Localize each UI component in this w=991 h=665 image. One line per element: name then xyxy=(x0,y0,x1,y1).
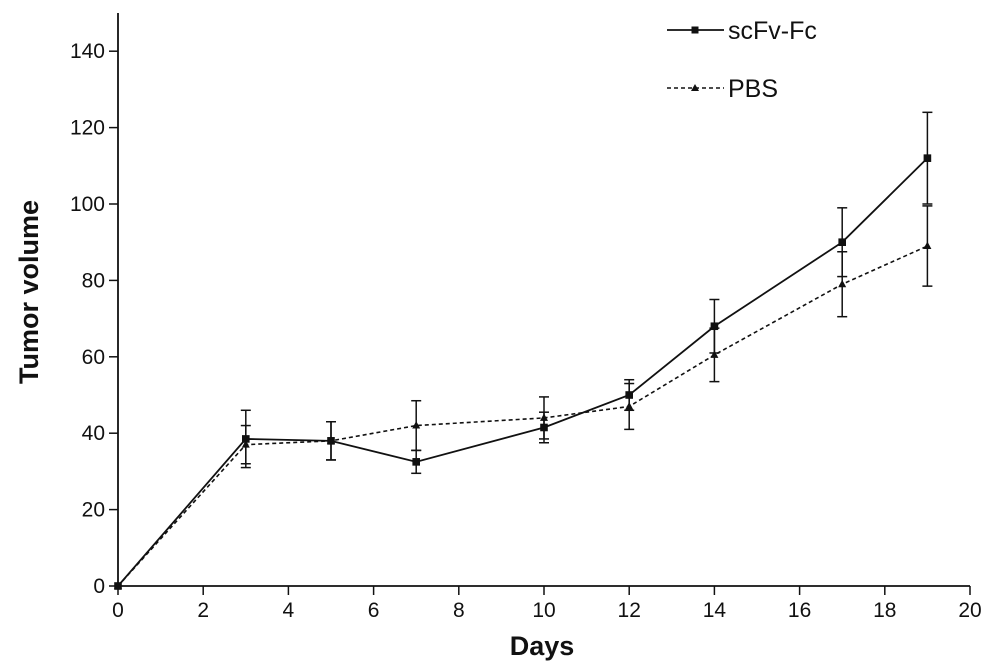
x-tick-label: 6 xyxy=(368,599,380,622)
x-tick-label: 12 xyxy=(618,599,641,622)
x-tick-label: 10 xyxy=(532,599,555,622)
data-point-scfv-fc xyxy=(923,154,932,162)
data-point-scfv-fc xyxy=(710,322,719,331)
x-axis-title: Days xyxy=(510,631,575,661)
x-tick-label: 18 xyxy=(873,599,896,622)
data-point-pbs xyxy=(114,581,122,589)
series-pbs xyxy=(114,205,933,589)
x-tick-label: 16 xyxy=(788,599,811,622)
y-tick-label: 60 xyxy=(82,346,105,369)
legend-label-pbs: PBS xyxy=(728,75,778,103)
series-line-scfv-fc xyxy=(117,157,929,587)
y-tick-label: 80 xyxy=(82,269,105,292)
x-tick-label: 2 xyxy=(197,599,209,622)
legend-item-scfv-fc: scFv-Fc xyxy=(667,17,817,45)
x-tick-label: 20 xyxy=(958,599,981,622)
y-axis-ticks: 0 20 40 60 80 100 120 140 xyxy=(70,40,118,598)
series-scfv-fc xyxy=(114,111,933,590)
x-axis-ticks: 0 2 4 6 8 10 12 14 16 18 20 xyxy=(112,586,982,622)
data-point-scfv-fc xyxy=(838,238,846,246)
y-tick-label: 20 xyxy=(82,499,105,522)
legend-marker-pbs xyxy=(691,84,699,91)
x-tick-label: 8 xyxy=(453,599,465,622)
legend: scFv-Fc PBS xyxy=(667,17,817,103)
y-tick-label: 120 xyxy=(70,117,105,140)
data-point-pbs xyxy=(540,413,548,421)
legend-label-scfv-fc: scFv-Fc xyxy=(728,17,817,45)
data-point-pbs xyxy=(625,401,634,410)
y-tick-label: 0 xyxy=(93,575,105,598)
y-axis-title: Tumor volume xyxy=(14,200,44,384)
y-tick-label: 40 xyxy=(82,422,105,445)
series-line-pbs xyxy=(117,245,928,587)
y-tick-label: 100 xyxy=(70,193,105,216)
y-tick-label: 140 xyxy=(70,40,105,63)
axes: 0 2 4 6 8 10 12 14 16 18 20 0 20 40 60 80 100 120 140 xyxy=(70,13,982,622)
plot-series xyxy=(114,111,933,590)
data-point-pbs xyxy=(327,436,335,444)
data-point-pbs xyxy=(241,440,250,448)
data-point-pbs xyxy=(412,421,421,429)
x-tick-label: 0 xyxy=(112,599,124,622)
data-point-scfv-fc xyxy=(412,458,420,466)
x-tick-label: 14 xyxy=(703,599,727,622)
x-tick-label: 4 xyxy=(283,599,295,622)
data-point-pbs xyxy=(710,350,719,358)
legend-marker-scfv-fc xyxy=(691,26,699,34)
data-point-pbs xyxy=(838,279,847,288)
data-point-pbs xyxy=(923,241,932,250)
legend-item-pbs: PBS xyxy=(667,75,778,103)
